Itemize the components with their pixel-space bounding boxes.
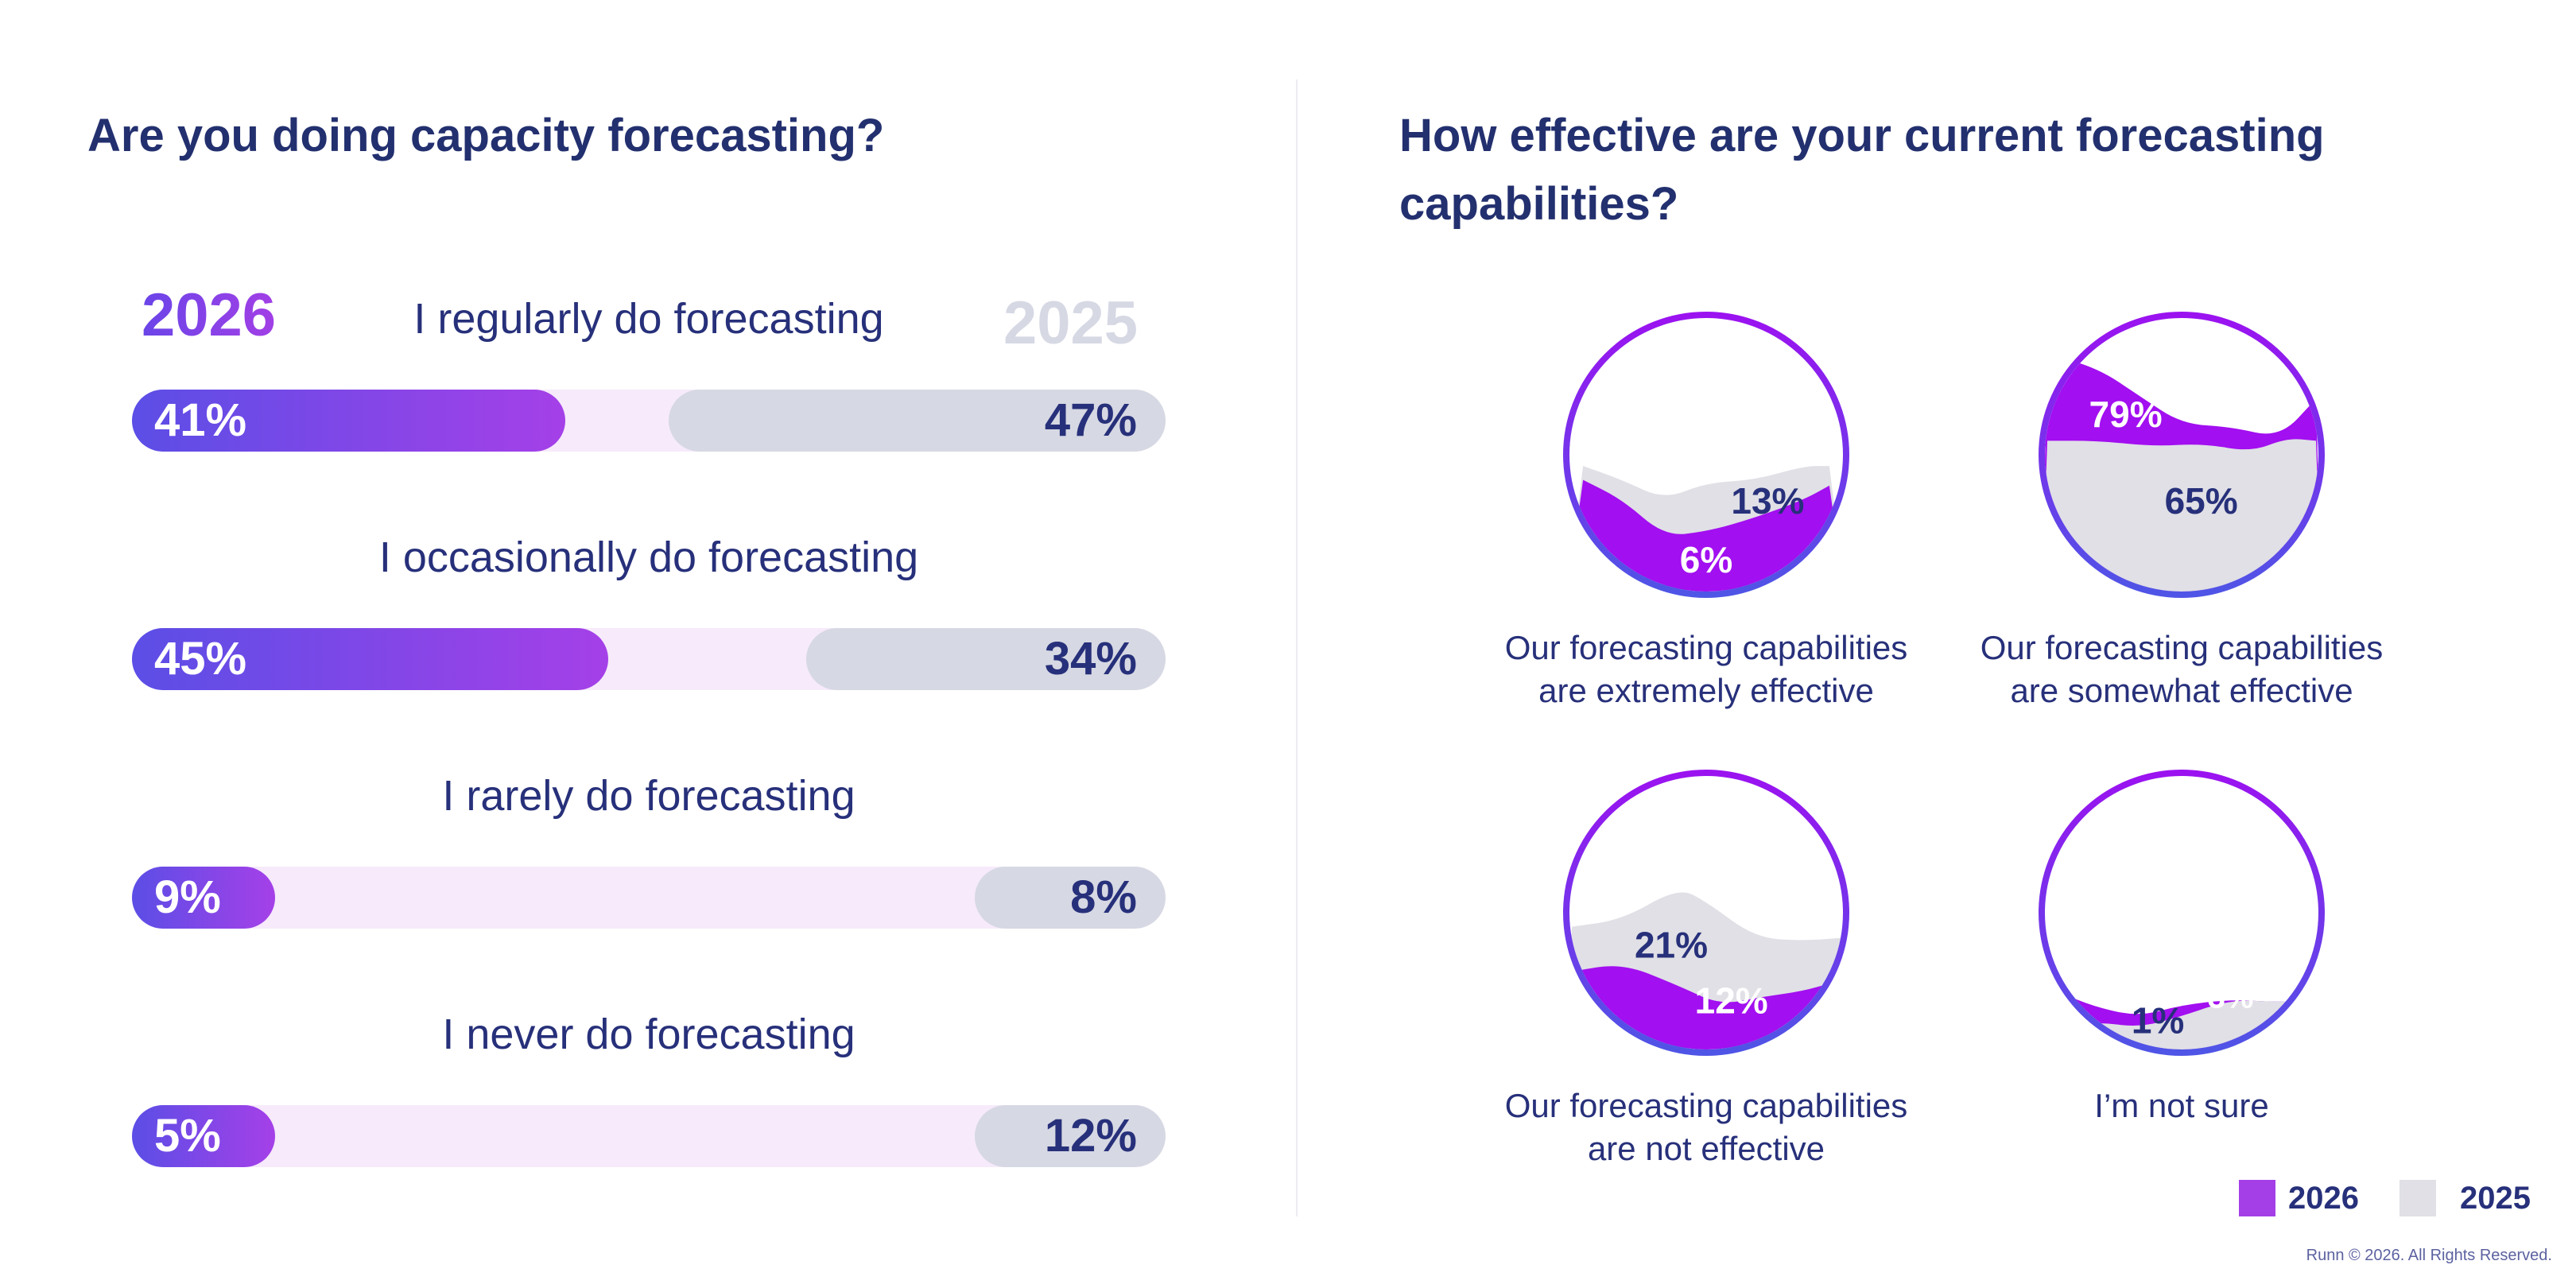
circle-2025-value: 21% xyxy=(1635,924,1708,965)
bar-2026: 5% xyxy=(132,1105,275,1167)
bar-2026: 45% xyxy=(132,628,608,690)
bar-2025-value: 34% xyxy=(1044,633,1137,685)
circle-2025-value: 65% xyxy=(2165,480,2238,522)
bar-2026: 41% xyxy=(132,390,566,452)
circle-outline xyxy=(1563,770,1849,1056)
legend-label-2026: 2026 xyxy=(2288,1181,2359,1216)
fill-2026 xyxy=(1569,479,1843,592)
legend-label-2025: 2025 xyxy=(2460,1181,2531,1216)
circle-caption: Our forecasting capabilities are somewhat… xyxy=(1903,627,2460,712)
category-label: I occasionally do forecasting xyxy=(378,533,919,581)
bar-2026-value: 41% xyxy=(154,394,247,446)
circle-fill-group xyxy=(1569,466,1843,592)
circle-2025-value: 1% xyxy=(2132,999,2184,1041)
circle-caption-line: are not effective xyxy=(1587,1130,1825,1167)
circle-fill-group xyxy=(2045,354,2318,592)
circle-outline xyxy=(1563,312,1849,598)
legend-swatch-2026 xyxy=(2239,1180,2275,1216)
copyright-footer: Runn © 2026. All Rights Reserved. xyxy=(2306,1247,2552,1264)
circle-2025-value: 13% xyxy=(1731,480,1804,522)
bar-2026-value: 45% xyxy=(154,633,247,685)
circle-2026-value: 6% xyxy=(1680,539,1732,580)
bar-2025: 8% xyxy=(975,867,1166,929)
bar-track: 34% 45% xyxy=(132,628,1166,690)
circle-caption: I’m not sure xyxy=(1903,1084,2460,1127)
year-2026-label: 2026 xyxy=(142,280,276,351)
circle-outline xyxy=(2039,770,2325,1056)
circle-caption: Our forecasting capabilities are not effe… xyxy=(1428,1084,1984,1170)
fill-2025 xyxy=(2045,439,2318,592)
category-label: I never do forecasting xyxy=(442,1011,855,1058)
bar-track: 8% 9% xyxy=(132,867,1166,929)
bar-2026-value: 9% xyxy=(154,871,221,923)
bar-2025-value: 47% xyxy=(1044,394,1137,446)
bar-track: 47% 41% xyxy=(132,390,1166,452)
circle-caption: Our forecasting capabilities are extremel… xyxy=(1428,627,1984,712)
circle-caption-line: Our forecasting capabilities xyxy=(1980,629,2384,666)
circle-outline xyxy=(2039,312,2325,598)
bar-2026: 9% xyxy=(132,867,275,929)
circle-caption-line: are somewhat effective xyxy=(2010,672,2353,709)
circle-caption-line: Our forecasting capabilities xyxy=(1504,629,1908,666)
bar-2025: 47% xyxy=(668,390,1166,452)
bar-2026-value: 5% xyxy=(154,1110,221,1162)
circle-2026-value: 79% xyxy=(2089,394,2163,435)
legend-swatch-2025 xyxy=(2399,1180,2436,1216)
circle-2026-value: 3% xyxy=(2208,980,2254,1015)
bar-2025-value: 8% xyxy=(1070,871,1137,923)
category-label: I regularly do forecasting xyxy=(413,295,884,343)
year-2025-label: 2025 xyxy=(1003,289,1139,357)
bar-track: 12% 5% xyxy=(132,1105,1166,1167)
category-label: I rarely do forecasting xyxy=(442,772,855,820)
circle-2026-value: 12% xyxy=(1695,980,1768,1022)
bar-2025-value: 12% xyxy=(1044,1110,1137,1162)
bar-2025: 34% xyxy=(805,628,1166,690)
panel-divider xyxy=(1296,80,1298,1216)
left-chart-title: Are you doing capacity forecasting? xyxy=(87,110,885,161)
circle-caption-line: are extremely effective xyxy=(1538,672,1874,709)
circle-caption-line: Our forecasting capabilities xyxy=(1504,1087,1908,1124)
right-chart-title: How effective are your current forecasti… xyxy=(1399,110,2325,230)
circle-fill-group xyxy=(1569,892,1843,1049)
bar-2025: 12% xyxy=(975,1105,1166,1167)
circle-caption-line: I’m not sure xyxy=(2094,1087,2269,1124)
